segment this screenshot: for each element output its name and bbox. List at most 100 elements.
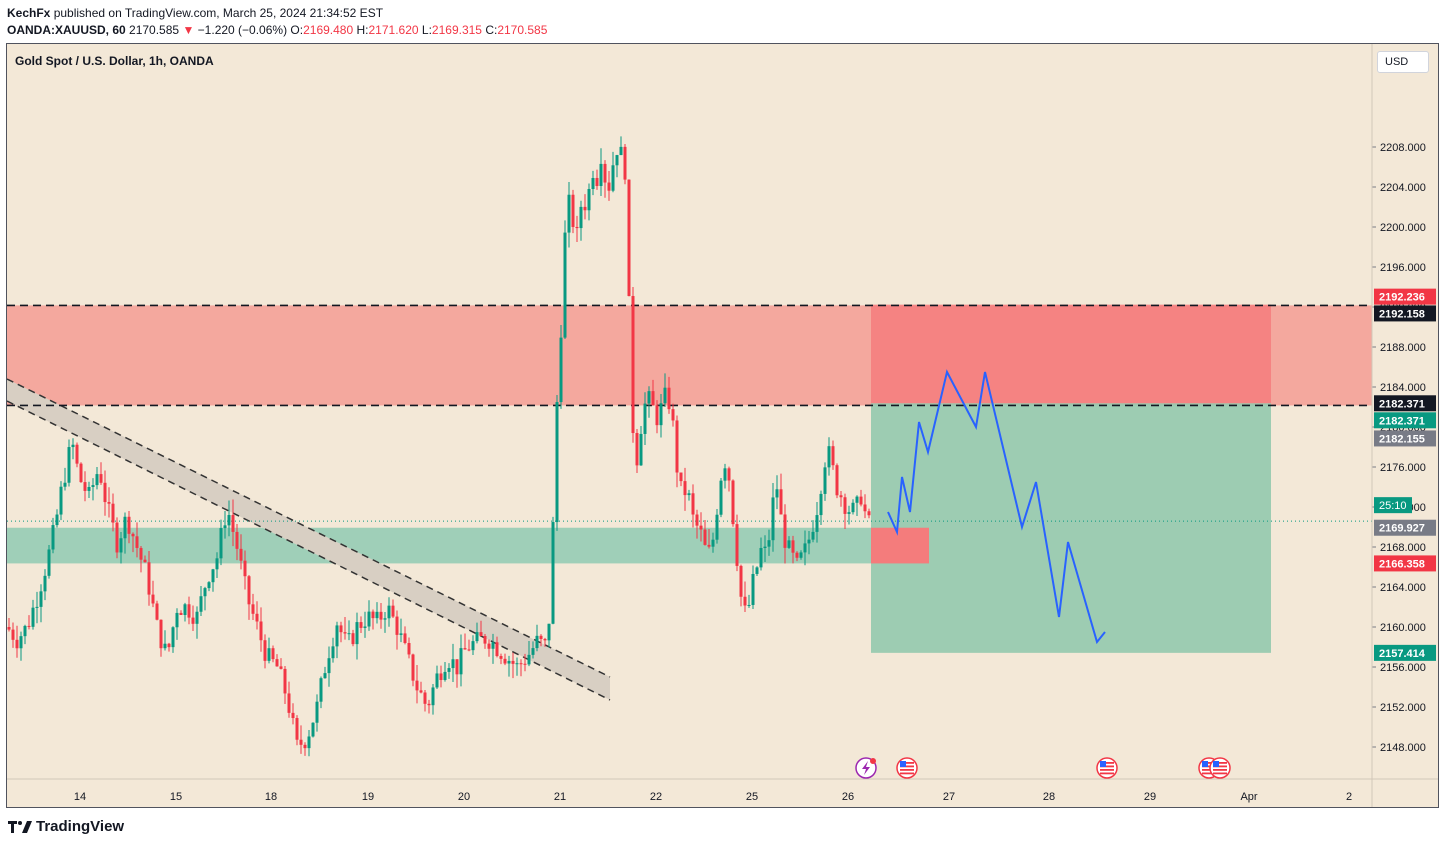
candle-body — [387, 605, 391, 619]
us-flag-icon[interactable] — [1209, 757, 1231, 779]
trend-channel — [7, 379, 610, 700]
candle-body — [815, 515, 819, 532]
candle-body — [671, 409, 675, 421]
candle-body — [423, 692, 427, 704]
candle-body — [823, 467, 827, 494]
stop-loss-zone — [871, 304, 1271, 404]
published-text: published on TradingView.com, March 25, … — [53, 6, 384, 20]
candle-body — [171, 627, 175, 648]
candle-body — [799, 552, 803, 558]
flag-stripe — [1202, 769, 1216, 771]
candle-body — [39, 591, 43, 607]
candle-body — [271, 648, 275, 660]
candle-body — [127, 516, 131, 534]
candle-body — [379, 611, 383, 620]
candle-body — [567, 194, 571, 233]
candle-body — [275, 659, 279, 667]
candle-body — [363, 626, 367, 628]
candle-body — [175, 612, 179, 628]
price-level-label: 2166.358 — [1379, 558, 1425, 570]
candle-body — [447, 668, 451, 672]
candle-body — [743, 596, 747, 606]
candle-body — [811, 531, 815, 540]
flag-stripe — [1100, 772, 1114, 775]
candle-body — [503, 658, 507, 664]
candle-body — [331, 646, 335, 659]
candle-body — [731, 480, 735, 525]
candle-body — [367, 611, 371, 627]
candle-body — [279, 666, 283, 669]
candle-body — [499, 656, 503, 659]
currency-button[interactable]: USD — [1377, 51, 1429, 73]
candle-body — [51, 525, 55, 550]
candle-body — [587, 189, 591, 211]
candle-body — [515, 663, 519, 665]
candle-body — [699, 525, 703, 530]
y-tick-label: 2184.000 — [1380, 382, 1426, 394]
candle-body — [35, 606, 39, 608]
candle-body — [123, 516, 127, 539]
price-level-badge — [1374, 395, 1436, 412]
candle-body — [819, 493, 823, 516]
candle-body — [107, 502, 111, 504]
candle-body — [611, 165, 615, 191]
x-tick-label: 29 — [1144, 791, 1156, 803]
candle-body — [427, 703, 431, 706]
candle-body — [291, 712, 295, 719]
candle-body — [715, 514, 719, 540]
us-flag-icon[interactable] — [896, 757, 918, 779]
price-chart[interactable]: 2148.000 2152.000 2156.000 2160.000 2164.000… — [7, 44, 1439, 808]
candle-body — [711, 539, 715, 547]
y-tick-label: 2208.000 — [1380, 142, 1426, 154]
author-name[interactable]: KechFx — [7, 6, 51, 20]
price-level-badge — [1374, 305, 1436, 322]
candle-body — [683, 481, 687, 496]
candle-body — [491, 642, 495, 649]
x-tick-label: 20 — [458, 791, 470, 803]
candle-body — [695, 514, 699, 526]
candle-body — [403, 633, 407, 643]
candle-body — [759, 547, 763, 568]
y-tick-label: 2168.000 — [1380, 542, 1426, 554]
candle-body — [383, 618, 387, 620]
candle-body — [395, 616, 399, 635]
symbol-label: OANDA:XAUUSD, 60 — [7, 23, 126, 37]
candle-body — [523, 663, 527, 665]
price-level-label: 2192.158 — [1379, 308, 1425, 320]
chart-area[interactable]: 2148.000 2152.000 2156.000 2160.000 2164.000… — [6, 43, 1439, 808]
candle-body — [831, 446, 835, 466]
tradingview-logo[interactable]: TradingView — [8, 818, 124, 835]
candle-body — [23, 625, 27, 637]
lightning-icon[interactable] — [855, 757, 877, 779]
candle-body — [847, 512, 851, 514]
candle-body — [467, 649, 471, 651]
candle-body — [63, 482, 67, 487]
low-value: 2169.315 — [431, 23, 482, 37]
y-tick-label: 2188.000 — [1380, 342, 1426, 354]
candle-body — [775, 489, 779, 498]
candle-body — [335, 625, 339, 647]
candle-body — [71, 444, 75, 448]
candle-body — [859, 496, 863, 505]
candle-body — [167, 643, 171, 648]
candle-body — [635, 433, 639, 466]
us-flag-icon[interactable] — [1096, 757, 1118, 779]
candle-body — [547, 623, 551, 641]
x-tick-label: 15 — [170, 791, 182, 803]
candle-body — [535, 635, 539, 649]
candle-body — [435, 673, 439, 688]
channel-lower-line — [7, 400, 611, 701]
candle-body — [835, 465, 839, 496]
candle-body — [779, 489, 783, 515]
candle-body — [327, 658, 331, 674]
candle-body — [391, 605, 395, 617]
candle-body — [767, 540, 771, 547]
price-level-label: 2157.414 — [1379, 648, 1426, 660]
candle-body — [11, 629, 15, 640]
candle-body — [99, 474, 103, 483]
candle-body — [191, 617, 195, 624]
candle-body — [359, 622, 363, 628]
candle-body — [463, 648, 467, 650]
price-level-label: 2182.371 — [1379, 398, 1425, 410]
candle-body — [599, 163, 603, 187]
